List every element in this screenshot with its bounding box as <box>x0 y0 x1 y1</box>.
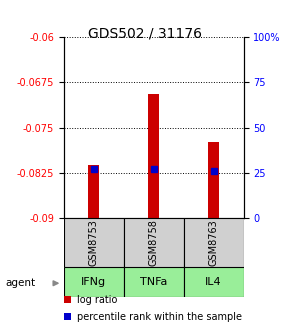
Text: IFNg: IFNg <box>81 277 106 287</box>
Text: IL4: IL4 <box>205 277 222 287</box>
Text: GSM8753: GSM8753 <box>89 219 99 266</box>
Text: percentile rank within the sample: percentile rank within the sample <box>77 311 242 322</box>
Bar <box>184 267 244 297</box>
Text: GSM8763: GSM8763 <box>209 219 219 266</box>
Text: GDS502 / 31176: GDS502 / 31176 <box>88 27 202 41</box>
Bar <box>148 94 159 218</box>
Bar <box>88 165 99 218</box>
Text: log ratio: log ratio <box>77 295 117 305</box>
Bar <box>184 218 244 267</box>
Bar <box>124 267 184 297</box>
Text: agent: agent <box>6 278 36 288</box>
Bar <box>64 218 124 267</box>
Bar <box>124 218 184 267</box>
Text: GSM8758: GSM8758 <box>149 219 159 266</box>
Bar <box>64 267 124 297</box>
Text: TNFa: TNFa <box>140 277 167 287</box>
Bar <box>208 141 219 218</box>
